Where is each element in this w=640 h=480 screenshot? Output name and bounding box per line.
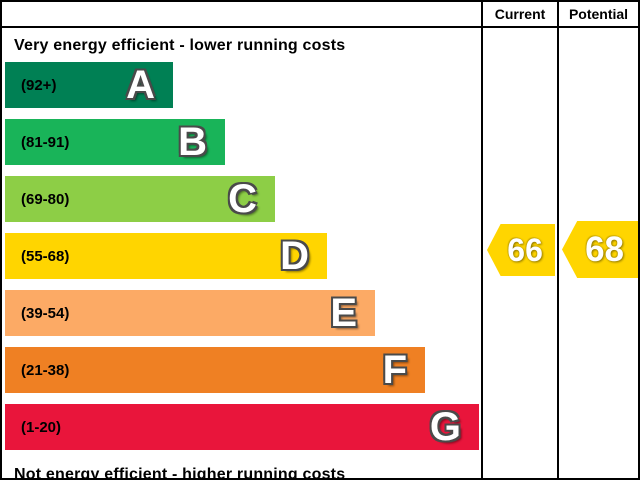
potential-rating-pointer: 68	[562, 221, 638, 278]
current-rating-pointer: 66	[487, 224, 555, 276]
band-a-range: (92+)	[21, 76, 57, 94]
band-f-range: (21-38)	[21, 361, 70, 379]
current-column-header: Current	[481, 2, 557, 28]
band-d: (55-68) D	[5, 233, 327, 279]
band-a-letter: A	[126, 63, 155, 107]
current-column: 66	[481, 28, 557, 478]
potential-column: 68	[557, 28, 638, 478]
band-d-letter: D	[280, 234, 309, 278]
header-spacer	[2, 2, 481, 28]
band-e-range: (39-54)	[21, 304, 70, 322]
rating-bands-area: Very energy efficient - lower running co…	[2, 28, 481, 480]
band-d-range: (55-68)	[21, 247, 70, 265]
band-g: (1-20) G	[5, 404, 479, 450]
potential-rating-value: 68	[585, 229, 625, 269]
band-g-range: (1-20)	[21, 418, 62, 436]
band-c: (69-80) C	[5, 176, 275, 222]
band-g-letter: G	[429, 405, 461, 449]
band-f: (21-38) F	[5, 347, 425, 393]
band-b: (81-91) B	[5, 119, 225, 165]
band-c-range: (69-80)	[21, 190, 70, 208]
band-c-letter: C	[228, 177, 257, 221]
band-e: (39-54) E	[5, 290, 375, 336]
current-rating-value: 66	[507, 231, 543, 268]
band-f-letter: F	[382, 348, 407, 392]
band-b-letter: B	[178, 120, 207, 164]
top-caption: Very energy efficient - lower running co…	[14, 37, 346, 54]
band-b-range: (81-91)	[21, 133, 70, 151]
band-a: (92+) A	[5, 62, 173, 108]
band-e-letter: E	[330, 291, 357, 335]
potential-column-header: Potential	[557, 2, 638, 28]
bottom-caption: Not energy efficient - higher running co…	[14, 466, 346, 480]
